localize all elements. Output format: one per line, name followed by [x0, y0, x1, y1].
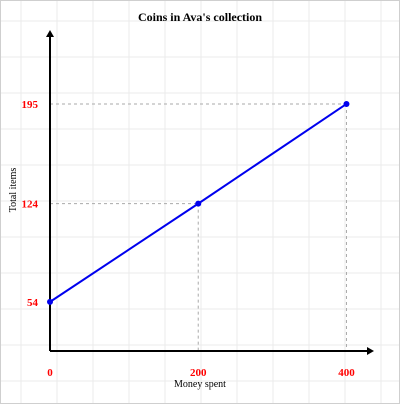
y-axis-label: Total items — [8, 168, 19, 213]
x-axis-label: Money spent — [174, 379, 226, 390]
x-axis-arrow — [367, 347, 374, 355]
x-tick-label: 200 — [190, 367, 207, 379]
data-point — [343, 100, 350, 107]
data-point — [47, 298, 53, 305]
y-tick-label: 124 — [22, 199, 39, 211]
x-tick-label: 400 — [338, 367, 355, 379]
axes — [46, 30, 374, 355]
data-point — [195, 200, 202, 207]
tick-labels: 54 124 195 0 200 400 — [22, 99, 356, 379]
y-tick-label: 195 — [22, 99, 39, 111]
y-tick-label: 54 — [27, 297, 39, 309]
guide-lines — [49, 103, 347, 351]
y-axis-arrow — [46, 30, 54, 37]
chart-title: Coins in Ava's collection — [138, 10, 262, 24]
x-tick-label: 0 — [47, 367, 53, 379]
series-layer — [47, 100, 350, 305]
